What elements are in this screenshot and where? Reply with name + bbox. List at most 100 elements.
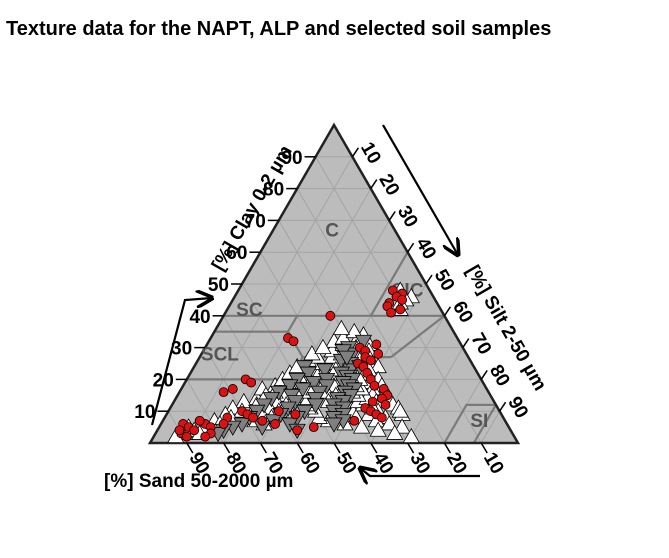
data-points — [167, 281, 420, 444]
point-sample — [218, 419, 229, 429]
chart-title: Texture data for the NAPT, ALP and selec… — [6, 18, 552, 40]
point-triangle-down — [338, 350, 356, 366]
silt-tick-label: 60 — [448, 298, 477, 327]
point-sample — [189, 425, 200, 436]
point-sample — [325, 310, 336, 321]
sand-tick-mark — [296, 442, 304, 454]
sand-tick-mark — [370, 442, 378, 454]
point-sample — [292, 425, 303, 436]
region-label-sc: SC — [236, 300, 263, 321]
point-sample — [273, 406, 284, 417]
clay-axis-arrow — [150, 298, 212, 426]
sand-tick-label: 60 — [295, 449, 324, 478]
sand-tick-mark — [443, 442, 452, 454]
silt-tick-mark — [370, 179, 378, 190]
point-sample — [218, 387, 229, 398]
sand-axis-label: [%] Sand 50-2000 µm — [104, 471, 293, 492]
sand-tick-mark — [480, 442, 488, 454]
silt-tick-label: 10 — [356, 139, 385, 168]
sand-tick-label: 10 — [479, 449, 508, 478]
point-triangle-up — [332, 319, 351, 335]
sand-axis-arrow — [360, 468, 480, 476]
point-sample — [367, 396, 378, 407]
clay-tick-label: 80 — [263, 180, 284, 201]
point-sample — [194, 415, 205, 426]
point-triangle-up — [386, 424, 404, 440]
point-sample — [369, 380, 380, 391]
clay-tick-label: 60 — [226, 243, 247, 264]
clay-tick-label: 90 — [281, 148, 302, 169]
point-sample — [365, 355, 376, 366]
grid-line — [407, 347, 464, 444]
point-sample — [227, 384, 238, 394]
silt-tick-mark — [443, 306, 452, 317]
clay-tick-label: 40 — [189, 307, 210, 328]
point-triangle-down — [325, 417, 343, 433]
silt-tick-mark — [462, 338, 470, 349]
silt-tick-label: 70 — [466, 330, 495, 359]
point-sample — [349, 415, 360, 426]
point-sample — [380, 399, 391, 410]
grid-line — [480, 410, 501, 444]
silt-tick-mark — [351, 147, 360, 158]
silt-tick-mark — [498, 401, 507, 412]
point-sample — [248, 412, 258, 423]
point-sample — [270, 419, 281, 429]
silt-tick-mark — [480, 369, 488, 380]
sand-tick-mark — [259, 442, 268, 454]
silt-tick-label: 90 — [503, 393, 532, 422]
point-triangle-up — [393, 418, 411, 434]
point-sample — [371, 339, 382, 350]
point-sample — [174, 425, 185, 436]
point-triangle-down — [354, 334, 373, 351]
point-triangle-up — [352, 418, 371, 434]
axis-arrows — [150, 124, 480, 476]
point-sample — [290, 409, 301, 420]
point-triangle-down — [316, 363, 334, 379]
point-sample — [395, 304, 406, 315]
class-border — [390, 314, 446, 359]
point-sample — [288, 336, 299, 347]
point-sample — [246, 377, 257, 388]
sand-tick-label: 40 — [368, 449, 397, 478]
silt-tick-label: 40 — [411, 234, 440, 263]
point-triangle-up — [369, 421, 387, 437]
clay-tick-label: 10 — [134, 402, 155, 423]
point-sample — [181, 431, 192, 442]
grid-line — [186, 156, 353, 444]
silt-tick-label: 30 — [393, 202, 422, 231]
class-border — [369, 251, 409, 317]
region-label-scl: SCL — [201, 344, 239, 365]
sand-tick-label: 30 — [405, 449, 434, 478]
silt-tick-mark — [425, 274, 433, 285]
point-sample — [200, 431, 211, 442]
point-sample — [373, 349, 384, 359]
point-sample — [376, 412, 387, 423]
region-label-c: C — [325, 220, 339, 241]
sand-tick-mark — [333, 442, 341, 454]
silt-axis-arrow — [382, 124, 458, 255]
class-border — [443, 403, 496, 444]
silt-tick-mark — [388, 210, 396, 221]
silt-tick-label: 20 — [374, 171, 403, 200]
silt-tick-mark — [406, 242, 415, 253]
point-sample — [397, 294, 407, 305]
sand-tick-mark — [406, 442, 415, 454]
sand-tick-label: 50 — [332, 449, 361, 478]
point-triangle-up — [402, 427, 420, 444]
clay-tick-label: 70 — [245, 211, 266, 232]
region-label-si: SI — [470, 411, 488, 432]
clay-tick-label: 50 — [208, 275, 229, 296]
point-sample — [386, 307, 396, 318]
silt-tick-label: 50 — [430, 266, 459, 295]
point-sample — [257, 415, 268, 426]
point-triangle-up — [314, 338, 332, 355]
clay-tick-label: 30 — [171, 339, 192, 360]
point-triangle-up — [380, 415, 398, 431]
sand-tick-mark — [186, 442, 194, 454]
class-border — [472, 404, 497, 444]
point-triangle-up — [345, 322, 363, 339]
point-triangle-up — [391, 402, 409, 418]
silt-tick-label: 80 — [485, 361, 514, 390]
